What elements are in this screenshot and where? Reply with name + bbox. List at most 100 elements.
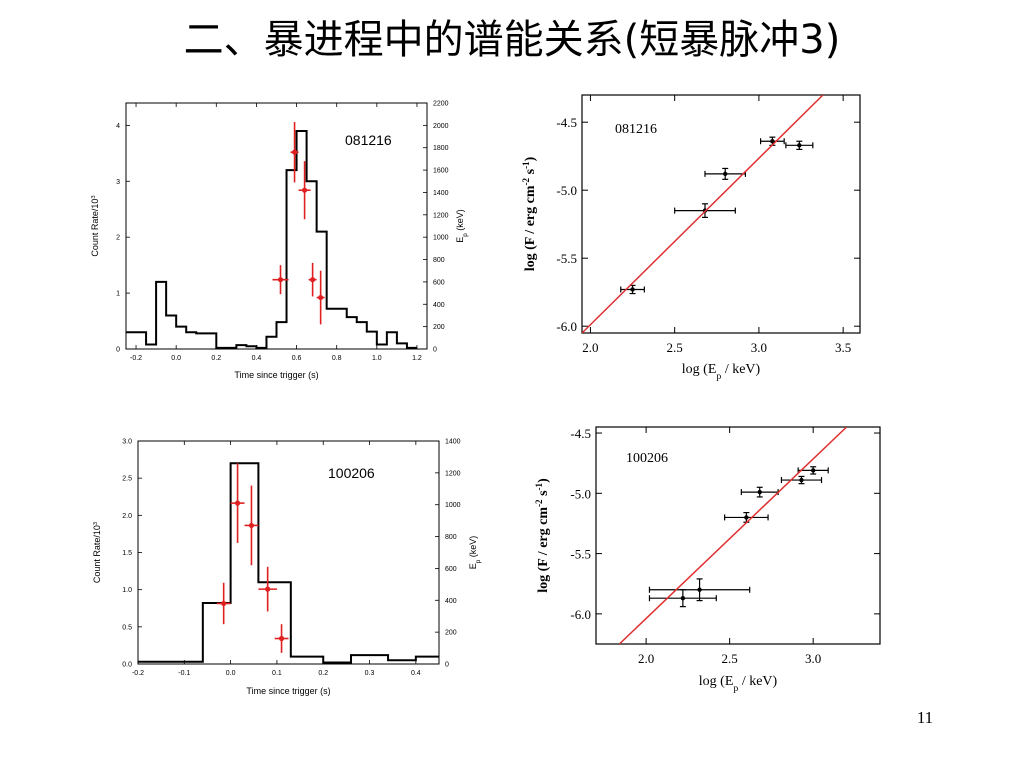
x-tick-label: 0.0 bbox=[226, 670, 236, 677]
x-tick-label: 2.5 bbox=[667, 340, 683, 355]
y-tick-label: 2 bbox=[116, 235, 120, 242]
x-tick-label: 0.2 bbox=[211, 355, 221, 362]
point-marker bbox=[301, 187, 308, 193]
flux-data-point bbox=[740, 486, 779, 498]
y-tick-label: -4.5 bbox=[570, 426, 591, 441]
flux-data-point bbox=[648, 578, 751, 602]
x-axis-label: log (Ep / keV) bbox=[699, 674, 778, 694]
ep-data-point bbox=[274, 624, 289, 653]
y2-tick-label: 1600 bbox=[433, 168, 449, 175]
x-tick-label: 0.4 bbox=[411, 670, 421, 677]
point-marker bbox=[234, 500, 241, 506]
y-tick-label: -5.5 bbox=[556, 251, 577, 266]
point-marker bbox=[770, 139, 775, 144]
x-tick-label: 0.8 bbox=[332, 355, 342, 362]
point-marker bbox=[757, 489, 762, 495]
flux-data-point bbox=[785, 140, 814, 150]
x-axis-label: log (Ep / keV) bbox=[682, 362, 761, 382]
point-marker bbox=[680, 595, 686, 601]
point-marker bbox=[697, 587, 702, 592]
point-marker bbox=[723, 171, 728, 177]
ep-data-point bbox=[298, 161, 311, 220]
y-tick-label: 0 bbox=[116, 347, 120, 354]
y2-tick-label: 2200 bbox=[433, 101, 449, 108]
x-tick-label: 0.1 bbox=[272, 670, 282, 677]
point-marker bbox=[265, 586, 271, 592]
x-tick-label: -0.2 bbox=[130, 355, 142, 362]
x-tick-label: -0.1 bbox=[178, 670, 190, 677]
y2-tick-label: 1200 bbox=[445, 470, 461, 477]
flux-data-point bbox=[780, 475, 823, 485]
fit-line bbox=[618, 427, 848, 644]
flux-data-point bbox=[797, 466, 829, 475]
x-tick-label: 0.6 bbox=[292, 355, 302, 362]
y2-tick-label: 600 bbox=[433, 279, 445, 286]
y2-tick-label: 1400 bbox=[433, 190, 449, 197]
y2-axis-label: Ep (keV) bbox=[455, 209, 469, 243]
y-tick-label: 2.0 bbox=[122, 513, 132, 520]
y-tick-label: -6.0 bbox=[556, 319, 577, 334]
point-marker bbox=[744, 515, 749, 520]
y-tick-label: -5.0 bbox=[556, 183, 577, 198]
y-tick-label: 0.5 bbox=[122, 624, 132, 631]
ep-data-point bbox=[316, 270, 325, 325]
x-tick-label: 3.0 bbox=[805, 651, 821, 666]
point-marker bbox=[277, 277, 284, 283]
y-axis-label: log (F / erg cm-2 s-1) bbox=[534, 478, 551, 593]
point-marker bbox=[291, 149, 298, 155]
plot-frame bbox=[125, 102, 428, 350]
y-tick-label: 1.5 bbox=[122, 550, 132, 557]
y2-tick-label: 1800 bbox=[433, 145, 449, 152]
y2-tick-label: 0 bbox=[433, 347, 437, 354]
x-tick-label: 0.3 bbox=[365, 670, 375, 677]
y2-tick-label: 800 bbox=[433, 257, 445, 264]
point-marker bbox=[318, 294, 324, 301]
y-tick-label: 0.0 bbox=[122, 662, 132, 669]
point-marker bbox=[248, 522, 255, 529]
y2-tick-label: 1200 bbox=[433, 212, 449, 219]
x-tick-label: 0.4 bbox=[252, 355, 262, 362]
y-tick-label: -4.5 bbox=[556, 115, 577, 130]
plot-frame bbox=[595, 426, 881, 645]
y2-tick-label: 600 bbox=[445, 566, 457, 573]
burst-id-label: 100206 bbox=[626, 451, 668, 466]
point-marker bbox=[278, 635, 285, 642]
y-tick-label: 1.0 bbox=[122, 587, 132, 594]
x-axis-label: Time since trigger (s) bbox=[234, 370, 318, 380]
y2-tick-label: 200 bbox=[445, 630, 457, 637]
ep-data-point bbox=[230, 463, 245, 543]
y-tick-label: 2.5 bbox=[122, 476, 132, 483]
x-tick-label: 1.0 bbox=[372, 355, 382, 362]
y-tick-label: -5.0 bbox=[570, 486, 591, 501]
y2-axis-label: Ep (keV) bbox=[468, 536, 482, 570]
plot-frame bbox=[581, 94, 861, 334]
burst-id-label: 081216 bbox=[615, 122, 657, 137]
y-axis-label: log (F / erg cm-2 s-1) bbox=[521, 156, 538, 271]
x-tick-label: 0.2 bbox=[318, 670, 328, 677]
ep-data-point bbox=[258, 566, 277, 612]
flux-data-point bbox=[648, 589, 717, 608]
y2-tick-label: 400 bbox=[445, 598, 457, 605]
ep-data-point bbox=[216, 582, 231, 625]
point-marker bbox=[310, 277, 316, 283]
ep-data-point bbox=[244, 485, 259, 566]
y-axis-label: Count Rate/103 bbox=[90, 195, 100, 256]
light-curve-step bbox=[126, 129, 417, 349]
y2-tick-label: 1000 bbox=[445, 502, 461, 509]
ep-data-point bbox=[290, 122, 299, 183]
fit-line bbox=[582, 95, 824, 333]
point-marker bbox=[810, 468, 816, 473]
flux-data-point bbox=[620, 284, 645, 295]
y2-tick-label: 1000 bbox=[433, 235, 449, 242]
flux-data-point bbox=[704, 167, 747, 180]
x-tick-label: 2.5 bbox=[722, 651, 738, 666]
x-tick-label: 3.5 bbox=[835, 340, 851, 355]
point-marker bbox=[797, 143, 802, 148]
y-tick-label: 3 bbox=[116, 179, 120, 186]
flux-data-point bbox=[724, 511, 769, 523]
y2-tick-label: 0 bbox=[445, 662, 449, 669]
point-marker bbox=[799, 477, 804, 483]
